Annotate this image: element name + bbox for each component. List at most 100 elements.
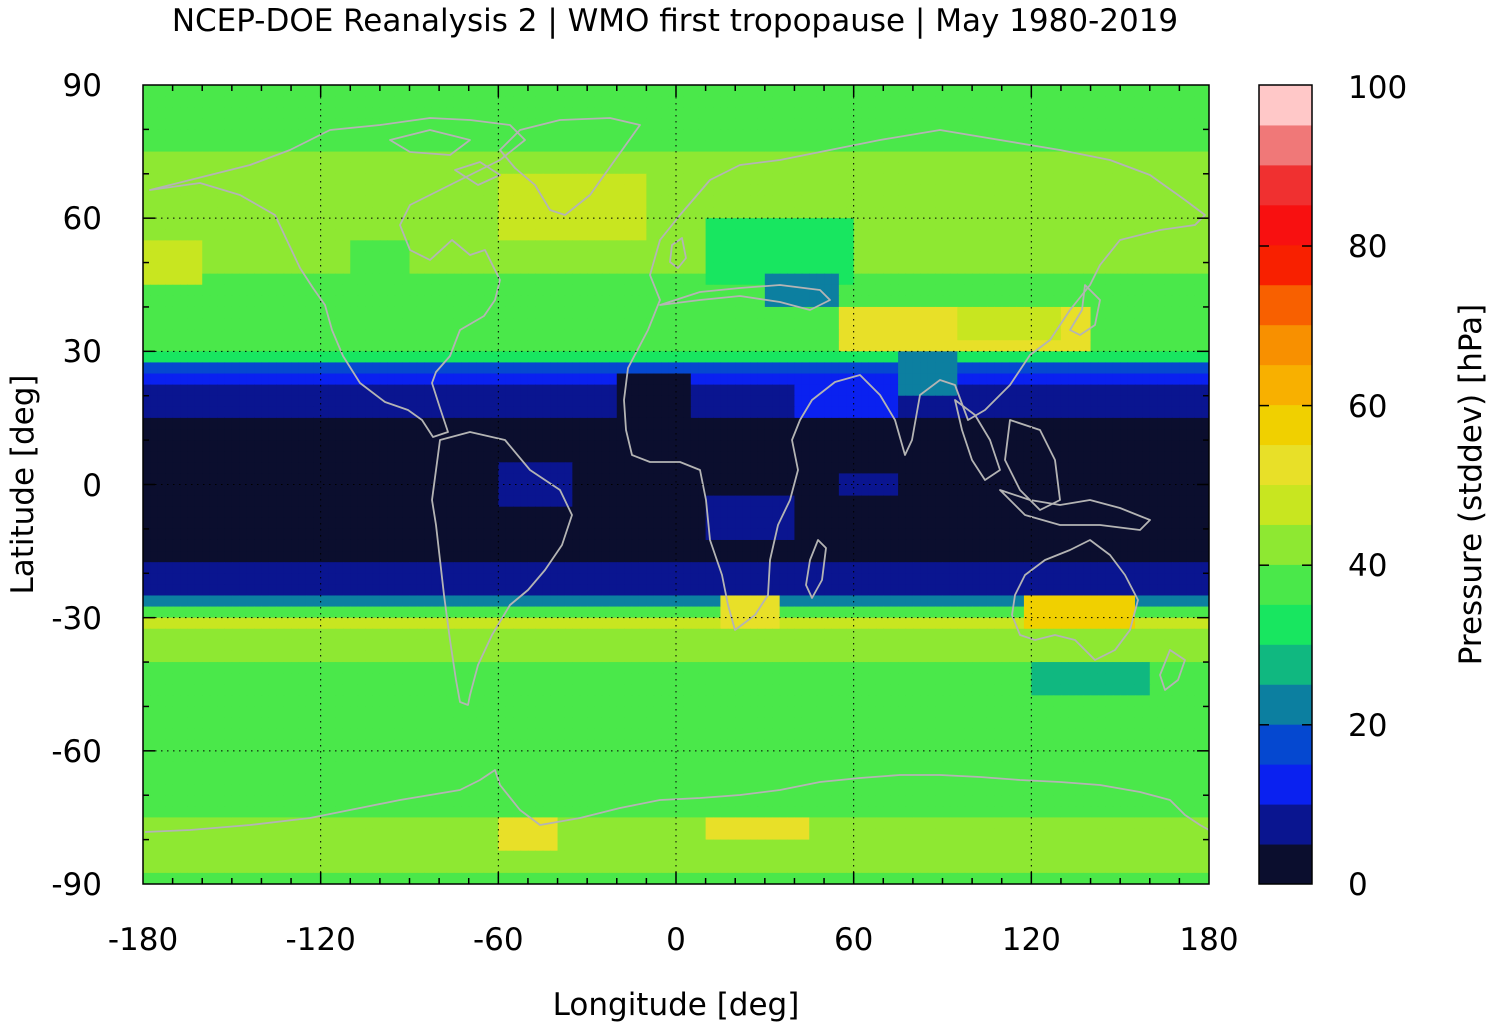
heatmap-cell	[283, 351, 292, 364]
heatmap-cell	[387, 129, 396, 142]
heatmap-cell	[313, 329, 322, 341]
heatmap-cell	[520, 85, 529, 97]
heatmap-cell	[194, 306, 203, 319]
heatmap-cell	[609, 318, 618, 330]
heatmap-cell	[1023, 162, 1032, 175]
heatmap-cell	[1097, 429, 1106, 441]
heatmap-cell	[246, 96, 255, 108]
heatmap-cell	[824, 273, 833, 286]
heatmap-cell	[320, 440, 329, 452]
heatmap-cell	[535, 195, 544, 208]
heatmap-cell	[150, 173, 159, 186]
heatmap-cell	[498, 306, 507, 319]
heatmap-cell	[305, 295, 314, 308]
heatmap-cell	[194, 440, 203, 452]
heatmap-cell	[254, 340, 263, 352]
heatmap-cell	[935, 85, 944, 97]
heatmap-cell	[505, 406, 514, 419]
heatmap-cell	[1157, 96, 1166, 108]
heatmap-cell	[727, 140, 736, 153]
heatmap-cell	[1001, 107, 1010, 119]
heatmap-cell	[861, 329, 870, 341]
heatmap-cell	[772, 184, 781, 197]
heatmap-cell	[424, 318, 433, 330]
heatmap-cell	[727, 451, 736, 463]
heatmap-cell	[157, 218, 166, 230]
heatmap-cell	[172, 340, 181, 352]
heatmap-cell	[1001, 306, 1010, 319]
heatmap-cell	[424, 173, 433, 186]
heatmap-cell	[831, 395, 840, 408]
heatmap-cell	[757, 262, 766, 275]
heatmap-cell	[1016, 429, 1025, 441]
heatmap-cell	[520, 318, 529, 330]
heatmap-cell	[609, 273, 618, 286]
heatmap-cell	[1046, 107, 1055, 119]
heatmap-cell	[439, 207, 448, 219]
heatmap-cell	[268, 218, 277, 230]
heatmap-cell	[801, 373, 810, 386]
heatmap-cell	[416, 262, 425, 275]
heatmap-cell	[690, 329, 699, 341]
heatmap-cell	[638, 262, 647, 275]
heatmap-cell	[157, 406, 166, 419]
heatmap-cell	[224, 195, 233, 208]
heatmap-cell	[268, 284, 277, 297]
heatmap-cell	[927, 85, 936, 97]
heatmap-cell	[483, 251, 492, 264]
heatmap-cell	[1127, 129, 1136, 142]
heatmap-cell	[453, 273, 462, 286]
heatmap-cell	[1201, 251, 1209, 264]
heatmap-cell	[787, 229, 796, 241]
heatmap-cell	[816, 429, 825, 441]
heatmap-cell	[668, 173, 677, 186]
heatmap-cell	[757, 229, 766, 241]
heatmap-cell	[757, 306, 766, 319]
heatmap-cell	[461, 306, 470, 319]
heatmap-cell	[861, 229, 870, 241]
heatmap-cell	[1023, 373, 1032, 386]
heatmap-cell	[794, 218, 803, 230]
heatmap-cell	[431, 318, 440, 330]
heatmap-cell	[1134, 184, 1143, 197]
heatmap-cell	[905, 451, 914, 463]
heatmap-cell	[402, 440, 411, 452]
heatmap-cell	[1112, 240, 1121, 253]
heatmap-cell	[513, 318, 522, 330]
heatmap-cell	[868, 295, 877, 308]
heatmap-cell	[1001, 417, 1010, 430]
heatmap-cell	[772, 96, 781, 108]
heatmap-cell	[268, 273, 277, 286]
heatmap-cell	[520, 395, 529, 408]
heatmap-cell	[520, 440, 529, 452]
heatmap-cell	[1194, 362, 1203, 375]
heatmap-cell	[305, 362, 314, 375]
heatmap-cell	[194, 351, 203, 364]
heatmap-cell	[1171, 162, 1180, 175]
heatmap-cell	[1179, 406, 1188, 419]
heatmap-cell	[1134, 329, 1143, 341]
heatmap-cell	[283, 284, 292, 297]
heatmap-cell	[542, 373, 551, 386]
heatmap-cell	[838, 240, 847, 253]
heatmap-cell	[764, 118, 773, 130]
heatmap-cell	[453, 384, 462, 397]
heatmap-cell	[1009, 173, 1018, 186]
heatmap-cell	[1009, 107, 1018, 119]
heatmap-cell	[261, 373, 270, 386]
heatmap-cell	[690, 406, 699, 419]
heatmap-cell	[298, 318, 307, 330]
heatmap-cell	[276, 151, 285, 164]
heatmap-cell	[298, 96, 307, 108]
heatmap-cell	[490, 362, 499, 375]
heatmap-cell	[335, 218, 344, 230]
heatmap-cell	[513, 96, 522, 108]
heatmap-cell	[468, 417, 477, 430]
heatmap-cell	[949, 429, 958, 441]
heatmap-cell	[1149, 273, 1158, 286]
heatmap-cell	[453, 207, 462, 219]
heatmap-cell	[1127, 195, 1136, 208]
heatmap-cell	[446, 96, 455, 108]
heatmap-cell	[409, 284, 418, 297]
heatmap-cell	[579, 251, 588, 264]
